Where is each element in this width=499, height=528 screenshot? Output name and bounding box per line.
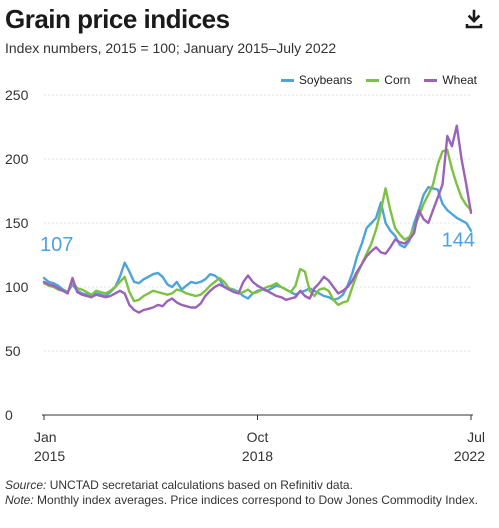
y-tick-label-100: 100 [5,279,29,295]
note-line: Note: Monthly index averages. Price indi… [5,493,493,508]
annotation-end-value: 144 [442,230,475,252]
series-line-wheat [42,124,473,314]
legend-label-soybeans: Soybeans [298,73,353,87]
y-tick-label-250: 250 [5,87,29,103]
x-tick-label-1-year: 2018 [242,448,273,464]
y-tick-label-150: 150 [5,215,29,231]
legend-swatch-soybeans [280,78,294,82]
note-text: Monthly index averages. Price indices co… [33,493,478,507]
legend-label-corn: Corn [384,73,411,87]
series-line-corn [42,148,473,307]
annotation-start-value: 107 [40,234,73,256]
legend-swatch-corn [366,78,380,82]
legend-swatch-wheat [424,78,438,82]
legend-label-wheat: Wheat [442,73,477,87]
chart-subtitle: Index numbers, 2015 = 100; January 2015–… [5,40,337,56]
y-tick-label-200: 200 [5,151,29,167]
y-tick-label-0: 0 [5,407,13,423]
chart-title: Grain price indices [5,4,230,34]
legend-item-soybeans: Soybeans [280,73,353,87]
series-line-soybeans [42,185,473,301]
note-label: Note: [5,493,34,507]
legend-item-wheat: Wheat [424,73,477,87]
x-tick-label-2-year: 2022 [454,448,485,464]
chart-legend: Soybeans Corn Wheat [280,73,477,87]
line-chart: 0 50 100 150 200 250 Jan 2015 Oct 2018 Jul 2022 107 1… [5,87,485,464]
source-text: UNCTAD secretariat calculations based on… [46,478,353,492]
x-tick-label-1-month: Oct [247,429,269,445]
download-icon[interactable] [463,8,485,30]
y-tick-label-50: 50 [5,343,21,359]
x-tick-label-0-year: 2015 [34,448,65,464]
source-line: Source: UNCTAD secretariat calculations … [5,478,493,493]
x-tick-label-0-month: Jan [34,429,57,445]
legend-item-corn: Corn [366,73,410,87]
chart-footer: Source: UNCTAD secretariat calculations … [5,478,493,508]
x-tick-label-2-month: Jul [467,429,485,445]
source-label: Source: [5,478,47,492]
